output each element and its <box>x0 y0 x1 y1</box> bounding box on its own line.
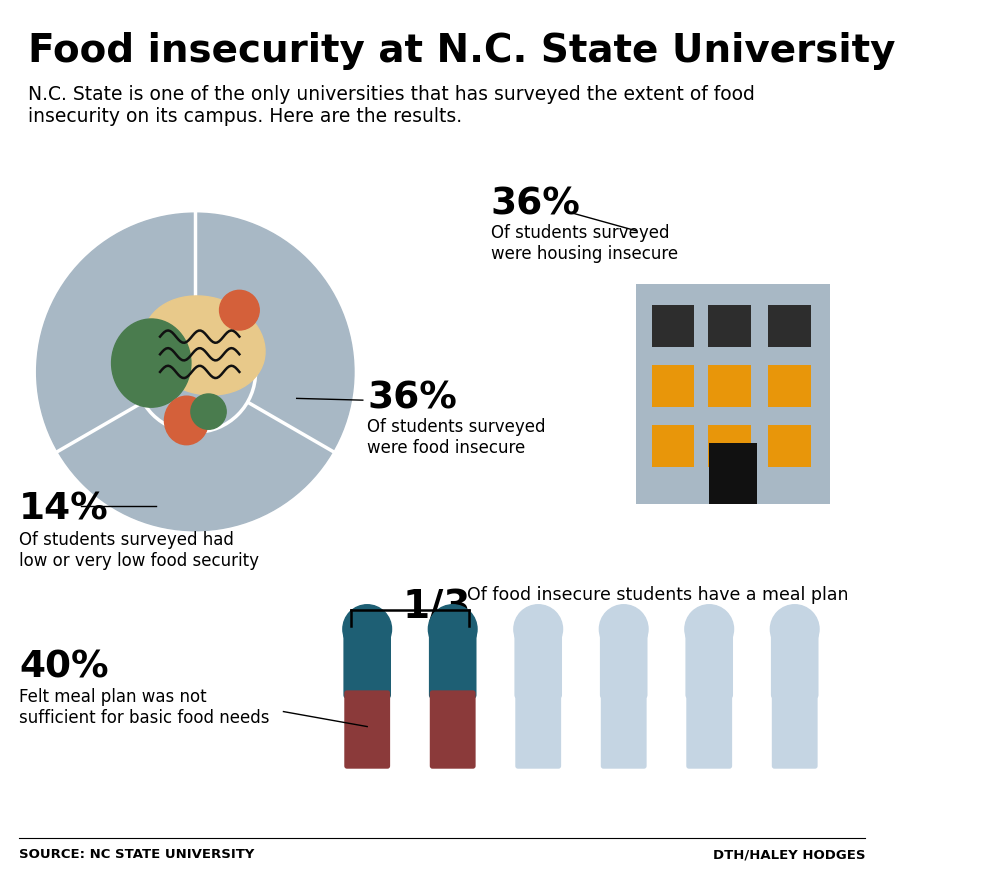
FancyBboxPatch shape <box>429 631 477 698</box>
Text: 14%: 14% <box>19 491 109 527</box>
Circle shape <box>599 604 648 653</box>
Text: Of students surveyed had
low or very low food security: Of students surveyed had low or very low… <box>19 531 259 570</box>
Text: Of students surveyed
were housing insecure: Of students surveyed were housing insecu… <box>491 224 678 263</box>
Circle shape <box>343 604 392 653</box>
FancyBboxPatch shape <box>768 365 811 407</box>
FancyBboxPatch shape <box>772 690 818 769</box>
Text: 1/3: 1/3 <box>402 588 471 626</box>
Text: Felt meal plan was not
sufficient for basic food needs: Felt meal plan was not sufficient for ba… <box>19 688 270 727</box>
FancyBboxPatch shape <box>708 425 751 467</box>
Ellipse shape <box>143 296 265 395</box>
FancyBboxPatch shape <box>652 365 694 407</box>
Circle shape <box>685 604 734 653</box>
Ellipse shape <box>164 396 209 444</box>
Circle shape <box>428 604 477 653</box>
FancyBboxPatch shape <box>685 631 733 698</box>
Text: SOURCE: NC STATE UNIVERSITY: SOURCE: NC STATE UNIVERSITY <box>19 849 254 861</box>
Text: DTH/HALEY HODGES: DTH/HALEY HODGES <box>713 849 865 861</box>
FancyBboxPatch shape <box>600 631 648 698</box>
Circle shape <box>37 213 354 531</box>
FancyBboxPatch shape <box>343 631 391 698</box>
Circle shape <box>135 312 256 432</box>
Circle shape <box>770 604 819 653</box>
Circle shape <box>514 604 563 653</box>
Text: Of students surveyed
were food insecure: Of students surveyed were food insecure <box>367 418 546 457</box>
Text: Food insecurity at N.C. State University: Food insecurity at N.C. State University <box>28 32 895 70</box>
FancyBboxPatch shape <box>514 631 562 698</box>
FancyBboxPatch shape <box>708 304 751 347</box>
FancyBboxPatch shape <box>768 425 811 467</box>
FancyBboxPatch shape <box>768 304 811 347</box>
Text: Of food insecure students have a meal plan: Of food insecure students have a meal pl… <box>467 586 848 604</box>
Text: 36%: 36% <box>367 381 457 417</box>
FancyBboxPatch shape <box>601 690 647 769</box>
Ellipse shape <box>112 319 191 407</box>
FancyBboxPatch shape <box>652 304 694 347</box>
Ellipse shape <box>220 290 259 330</box>
Text: N.C. State is one of the only universities that has surveyed the extent of food
: N.C. State is one of the only universiti… <box>28 85 755 127</box>
FancyBboxPatch shape <box>430 690 476 769</box>
FancyBboxPatch shape <box>709 442 757 504</box>
FancyBboxPatch shape <box>771 631 819 698</box>
Text: 36%: 36% <box>491 187 580 223</box>
FancyBboxPatch shape <box>515 690 561 769</box>
FancyBboxPatch shape <box>652 425 694 467</box>
FancyBboxPatch shape <box>686 690 732 769</box>
FancyBboxPatch shape <box>344 690 390 769</box>
Ellipse shape <box>191 394 226 429</box>
FancyBboxPatch shape <box>636 284 830 504</box>
Text: 40%: 40% <box>19 650 109 686</box>
FancyBboxPatch shape <box>708 365 751 407</box>
